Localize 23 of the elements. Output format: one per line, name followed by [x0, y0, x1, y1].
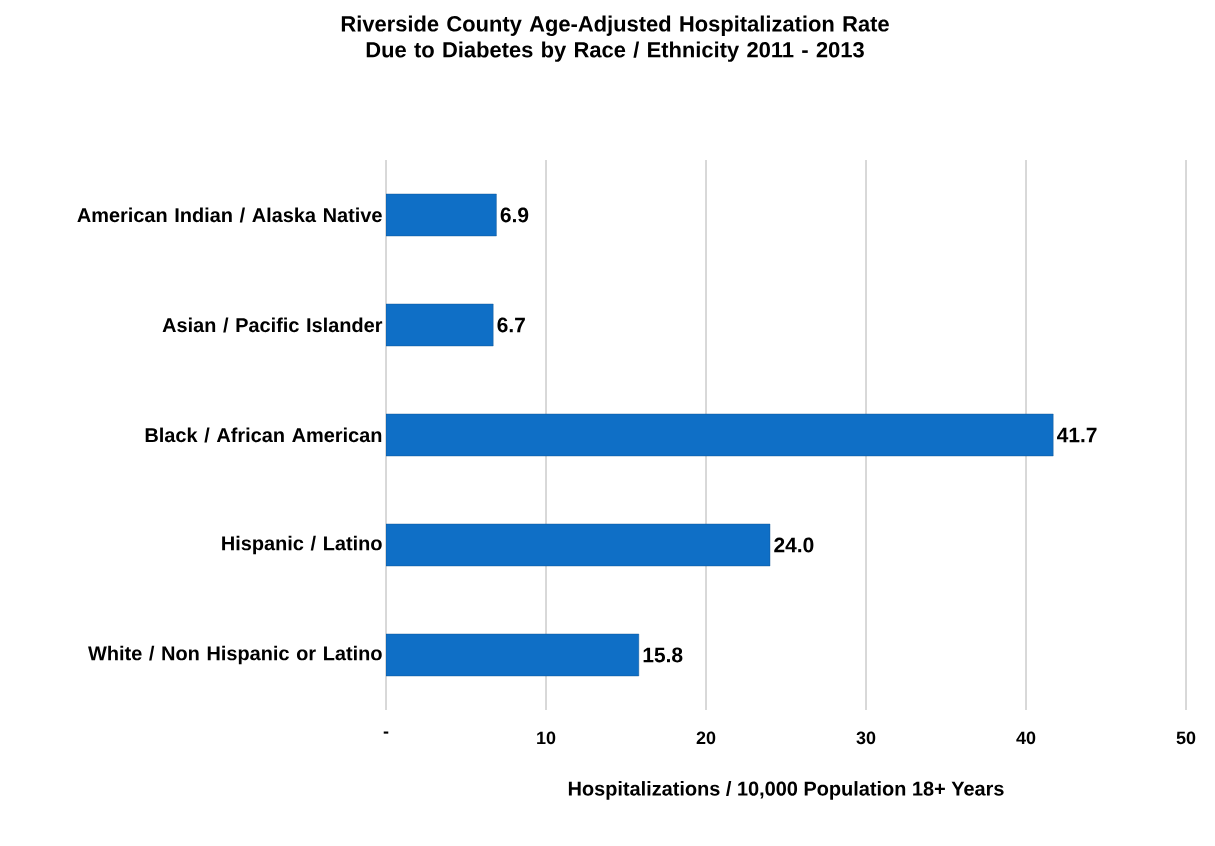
x-tick-label: 50	[1176, 731, 1196, 745]
y-tick-label: White / Non Hispanic or Latino	[88, 645, 382, 665]
y-tick-label: Hispanic / Latino	[222, 535, 382, 555]
bar	[386, 633, 640, 677]
x-tick-label: 10	[537, 731, 556, 745]
data-label: 41.7	[1057, 427, 1097, 443]
bar	[386, 523, 771, 567]
x-tick-label: 30	[856, 731, 876, 745]
chart-title: Riverside County Age-Adjusted Hospitalization Rate Due to Diabetes by Race / Ethnicity 2011 - 2013	[341, 15, 889, 62]
bar	[386, 413, 1054, 457]
x-tick-label: 20	[696, 731, 716, 745]
y-tick-label: Asian / Pacific Islander	[162, 317, 383, 333]
x-tick-label: -	[383, 731, 389, 734]
data-label: 6.9	[500, 207, 529, 223]
y-tick-label: Black / African American	[145, 427, 382, 443]
bar	[386, 193, 497, 237]
data-label: 24.0	[774, 537, 814, 553]
data-label: 6.7	[497, 317, 525, 333]
x-tick-label: 40	[1016, 731, 1036, 745]
x-axis-title: Hospitalizations / 10,000 Population 18+ Years	[568, 781, 1004, 800]
data-label: 15.8	[643, 647, 683, 663]
y-tick-label: American Indian / Alaska Native	[77, 207, 382, 223]
bar	[386, 303, 494, 347]
